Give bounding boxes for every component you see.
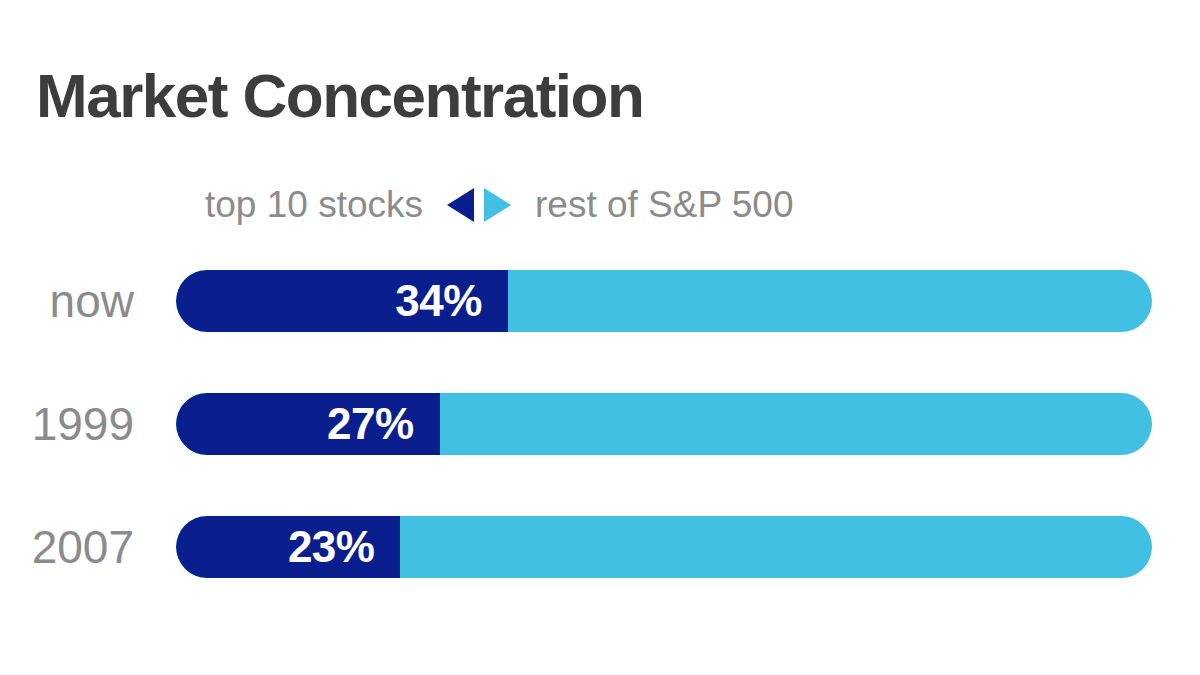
bar-category-label: 2007 — [0, 516, 176, 578]
bar-value-label: 34% — [395, 270, 508, 332]
bar-row: now 34% — [0, 270, 1152, 332]
legend: top 10 stocks rest of S&P 500 — [205, 183, 794, 227]
bar-track: 23% — [176, 516, 1152, 578]
legend-arrow-left-icon — [447, 188, 474, 222]
bar-track: 34% — [176, 270, 1152, 332]
bar-segment-top10: 34% — [176, 270, 508, 332]
bar-row: 2007 23% — [0, 516, 1152, 578]
bar-segment-top10: 23% — [176, 516, 400, 578]
bar-value-label: 23% — [288, 516, 401, 578]
bar-row: 1999 27% — [0, 393, 1152, 455]
bar-value-label: 27% — [327, 393, 440, 455]
chart-title: Market Concentration — [36, 62, 643, 130]
legend-label-top10: top 10 stocks — [205, 184, 423, 226]
market-concentration-chart: Market Concentration top 10 stocks rest … — [0, 0, 1200, 675]
bar-category-label: now — [0, 270, 176, 332]
bar-track: 27% — [176, 393, 1152, 455]
bar-segment-top10: 27% — [176, 393, 440, 455]
bar-category-label: 1999 — [0, 393, 176, 455]
legend-arrow-right-icon — [484, 188, 511, 222]
bar-rows: now 34% 1999 27% 2007 23% — [0, 270, 1152, 639]
legend-label-rest: rest of S&P 500 — [535, 184, 793, 226]
